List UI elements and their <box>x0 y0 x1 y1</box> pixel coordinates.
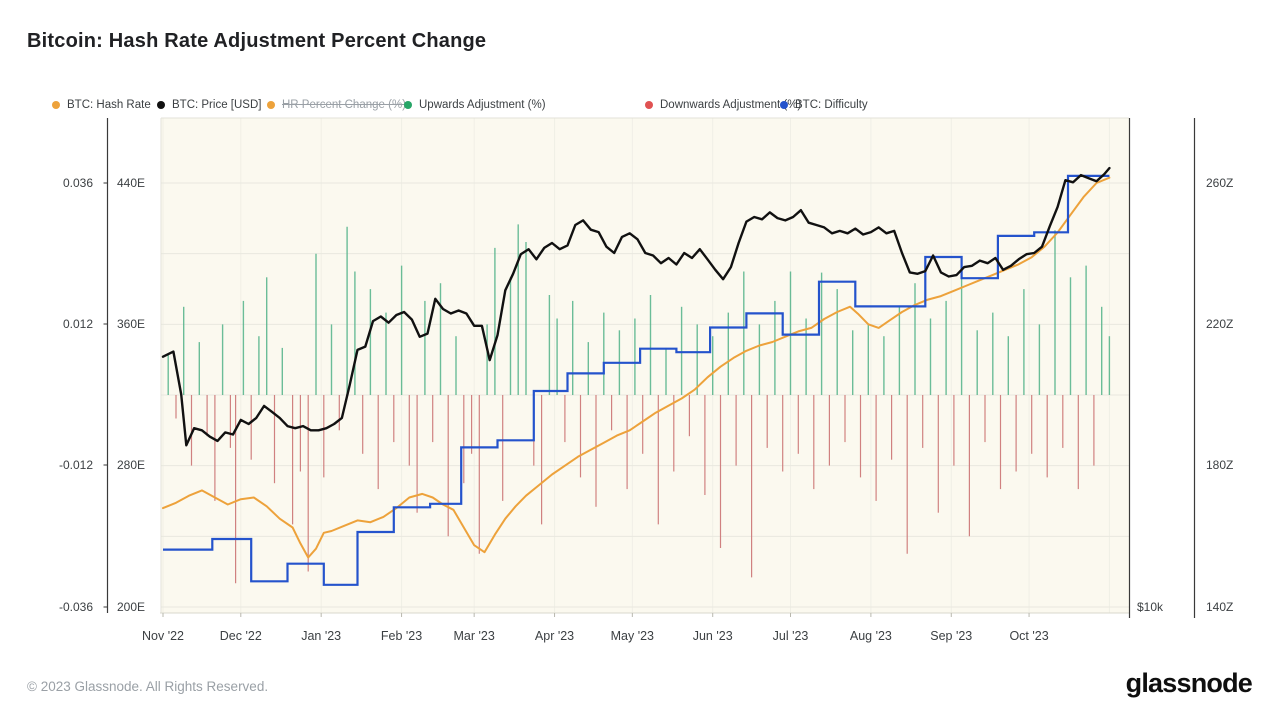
hashrate-axis-tick: 440E <box>117 176 146 190</box>
legend-dot-icon <box>267 101 275 109</box>
month-tick-label: Jul '23 <box>772 629 809 643</box>
difficulty-line <box>163 174 1110 586</box>
month-tick-label: Nov '22 <box>142 629 184 643</box>
month-tick-label: Sep '23 <box>930 629 973 643</box>
legend-item-btc-hash-rate[interactable]: BTC: Hash Rate <box>52 97 151 113</box>
legend-item-label: BTC: Difficulty <box>795 99 868 111</box>
legend-item-label: Downwards Adjustment (%) <box>660 99 802 111</box>
month-tick-label: Jan '23 <box>301 629 342 643</box>
price-axis-tick: $10k <box>1137 600 1164 614</box>
hashrate-axis-tick: 360E <box>117 317 146 331</box>
legend-item-label: Upwards Adjustment (%) <box>419 99 546 111</box>
legend-item-btc-price-usd[interactable]: BTC: Price [USD] <box>157 97 261 113</box>
difficulty-axis-tick: 140Z <box>1206 600 1234 614</box>
upwards-adjustment-bars <box>167 224 1111 395</box>
percent-axis-tick: 0.012 <box>62 317 93 331</box>
plot-background <box>161 118 1129 613</box>
legend-item-upwards-adjustment[interactable]: Upwards Adjustment (%) <box>404 97 546 113</box>
percent-axis-tick: -0.012 <box>58 458 93 472</box>
month-tick-label: Aug '23 <box>849 629 892 643</box>
percent-axis-tick: -0.036 <box>58 600 93 614</box>
legend-item-hr-percent-change[interactable]: HR Percent Change (%) <box>267 97 406 113</box>
legend-item-downwards-adjustment[interactable]: Downwards Adjustment (%) <box>645 97 801 113</box>
footer-copyright: © 2023 Glassnode. All Rights Reserved. <box>27 679 269 694</box>
glassnode-logo: glassnode <box>1125 668 1253 698</box>
month-tick-label: Apr '23 <box>534 629 575 643</box>
price-line <box>161 166 1111 447</box>
percent-axis-tick: 0.036 <box>62 176 93 190</box>
plot-area[interactable] <box>0 0 1280 660</box>
chart-region: 0.036 0.012 -0.012 -0.036 440E 360E 280E 200E 26… <box>0 0 1280 660</box>
month-tick-label: Oct '23 <box>1009 629 1049 643</box>
legend-item-btc-difficulty[interactable]: BTC: Difficulty <box>780 97 868 113</box>
legend-dot-icon <box>780 101 788 109</box>
page-title: Bitcoin: Hash Rate Adjustment Percent Ch… <box>27 30 487 52</box>
hashrate-axis-tick: 280E <box>117 458 146 472</box>
legend-dot-icon <box>157 101 165 109</box>
difficulty-axis-tick: 260Z <box>1206 176 1234 190</box>
legend-item-label: BTC: Hash Rate <box>67 99 151 111</box>
legend: BTC: Hash Rate BTC: Price [USD] HR Percent… <box>0 97 1280 115</box>
difficulty-axis-tick: 220Z <box>1206 317 1234 331</box>
month-tick-label: Mar '23 <box>453 629 495 643</box>
month-tick-label: May '23 <box>610 629 655 643</box>
legend-dot-icon <box>404 101 412 109</box>
legend-dot-icon <box>52 101 60 109</box>
legend-dot-icon <box>645 101 653 109</box>
hash-rate-line <box>162 176 1111 559</box>
month-tick-label: Dec '22 <box>219 629 262 643</box>
legend-item-label: BTC: Price [USD] <box>172 99 262 111</box>
legend-item-label: HR Percent Change (%) <box>282 99 406 111</box>
hashrate-axis-tick: 200E <box>117 600 146 614</box>
month-tick-label: Feb '23 <box>380 629 423 643</box>
difficulty-axis-tick: 180Z <box>1206 458 1234 472</box>
month-tick-label: Jun '23 <box>692 629 733 643</box>
